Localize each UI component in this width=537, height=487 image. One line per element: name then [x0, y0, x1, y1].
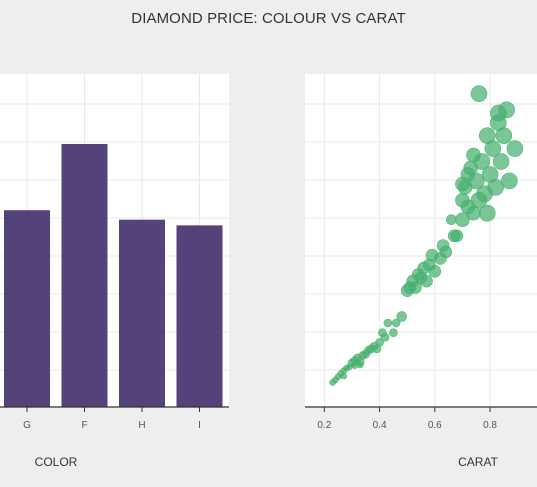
scatter-point	[487, 179, 504, 196]
scatter-point	[425, 248, 439, 262]
scatter-point	[478, 204, 496, 222]
scatter-point	[351, 362, 359, 369]
scatter-point	[484, 140, 502, 157]
scatter-point	[383, 318, 393, 328]
scatter-point	[455, 212, 470, 227]
scatter-point	[428, 265, 442, 278]
scatter-point	[495, 127, 513, 144]
scatter-point	[391, 318, 401, 328]
scatter-point	[470, 85, 488, 102]
bar-chart-panel: G F H I COLOR	[0, 74, 229, 469]
x-tick-label-H: H	[138, 420, 145, 431]
scatter-point	[439, 245, 453, 259]
x-tick-label-F: F	[81, 420, 87, 431]
x-tick-label: 0.6	[428, 420, 442, 431]
bar-F	[61, 144, 108, 407]
scatter-point	[340, 372, 347, 380]
scatter-point	[492, 153, 510, 170]
bar-x-axis-title: COLOR	[35, 455, 78, 469]
bar-G	[4, 210, 50, 407]
scatter-point	[356, 361, 364, 369]
bar-H	[119, 219, 165, 407]
scatter-point	[396, 311, 407, 322]
scatter-x-axis-title: CARAT	[458, 455, 498, 469]
x-tick-label: 0.8	[483, 420, 497, 431]
page-title: DIAMOND PRICE: COLOUR VS CARAT	[131, 10, 406, 27]
scatter-point	[506, 140, 524, 157]
scatter-point	[460, 167, 476, 182]
scatter-chart-panel: 0.2 0.4 0.6 0.8 CARAT	[305, 74, 537, 469]
bar-I	[176, 225, 223, 407]
scatter-point	[409, 281, 422, 294]
x-tick-label-I: I	[198, 420, 201, 431]
scatter-point	[389, 328, 398, 338]
scatter-point	[380, 332, 390, 342]
scatter-point	[501, 172, 518, 190]
scatter-point	[420, 274, 433, 288]
scatter-point	[466, 147, 481, 163]
scatter-point	[446, 214, 457, 225]
scatter-point	[498, 101, 515, 119]
scatter-point	[450, 229, 464, 243]
scatter-point	[372, 344, 382, 354]
x-tick-label: 0.4	[373, 420, 387, 431]
x-tick-label: 0.2	[317, 420, 331, 431]
x-tick-label-G: G	[23, 420, 31, 431]
